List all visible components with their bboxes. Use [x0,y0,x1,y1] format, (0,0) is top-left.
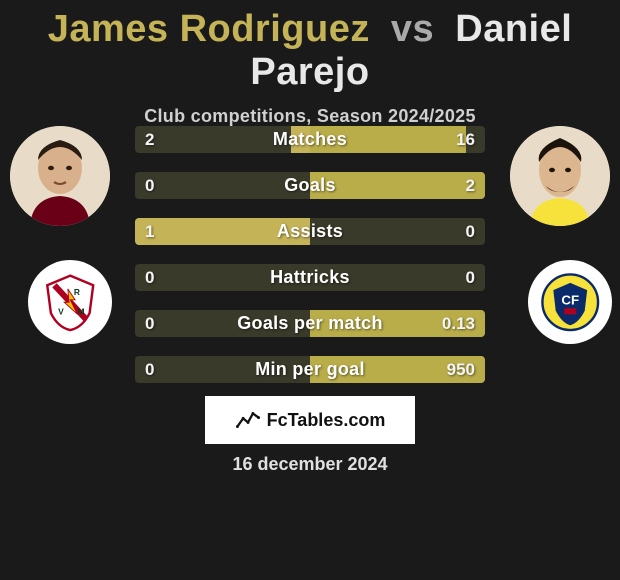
stat-row: 00.13Goals per match [135,310,485,337]
stat-row: 216Matches [135,126,485,153]
stat-label: Assists [135,218,485,245]
title-vs: vs [391,8,434,50]
title-player1: James Rodriguez [48,8,370,50]
stat-bars: 216Matches 02Goals 10Assists 00Hattricks 00.… [135,126,485,383]
svg-text:M: M [77,306,84,316]
footer-date: 16 december 2024 [0,454,620,475]
comparison-title: James Rodriguez vs Daniel Parejo [0,0,620,94]
stat-row: 0950Min per goal [135,356,485,383]
stat-row: 02Goals [135,172,485,199]
stat-label: Goals [135,172,485,199]
svg-text:R: R [74,287,80,297]
player2-avatar [510,126,610,226]
stat-label: Goals per match [135,310,485,337]
player1-avatar [10,126,110,226]
subtitle: Club competitions, Season 2024/2025 [0,106,620,127]
brand-badge: FcTables.com [205,396,415,444]
player2-club-logo: CF [528,260,612,344]
stat-label: Matches [135,126,485,153]
player-photo-left-icon [10,126,110,226]
villarreal-crest-icon: CF [540,272,600,332]
brand-text: FcTables.com [267,410,386,431]
stat-label: Min per goal [135,356,485,383]
svg-text:CF: CF [561,292,579,307]
rayo-vallecano-crest-icon: R V M [40,272,100,332]
stat-row: 10Assists [135,218,485,245]
stat-row: 00Hattricks [135,264,485,291]
svg-text:V: V [58,306,64,316]
fctables-logo-icon [235,407,261,433]
stat-label: Hattricks [135,264,485,291]
player1-club-logo: R V M [28,260,112,344]
player-photo-right-icon [510,126,610,226]
